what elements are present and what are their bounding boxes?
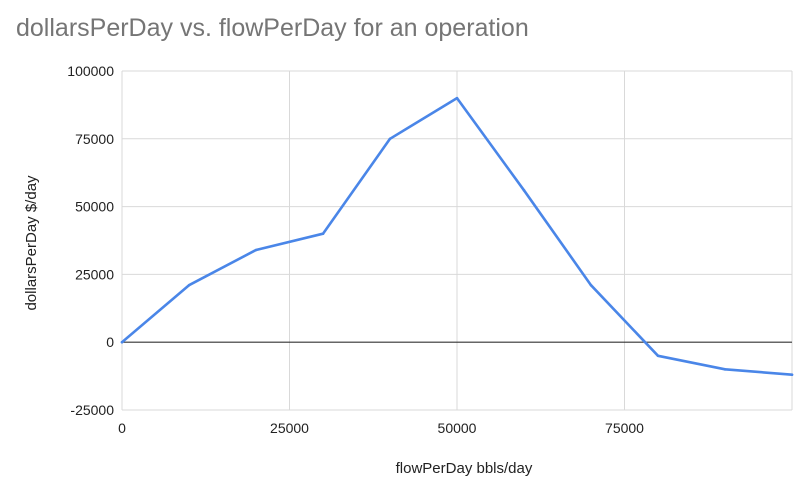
x-tick-label: 50000	[438, 420, 477, 436]
y-tick-labels: 100000 75000 50000 25000 0 -25000	[67, 63, 114, 418]
data-point	[187, 283, 191, 287]
y-tick-label: 50000	[75, 199, 114, 215]
x-tick-label: 75000	[605, 420, 644, 436]
y-tick-label: -25000	[70, 402, 114, 418]
y-tick-label: 25000	[75, 266, 114, 282]
y-tick-label: 75000	[75, 131, 114, 147]
series-lines	[120, 96, 794, 377]
x-tick-labels: 0 25000 50000 75000	[118, 420, 644, 436]
x-axis-title: flowPerDay bbls/day	[396, 460, 533, 477]
data-point	[790, 373, 794, 377]
data-point	[522, 189, 526, 192]
data-point	[388, 137, 392, 141]
gridlines	[121, 70, 793, 411]
data-point	[589, 283, 593, 287]
chart-title: dollarsPerDay vs. flowPerDay for an oper…	[16, 14, 529, 42]
data-point	[321, 232, 325, 236]
x-tick-label: 0	[118, 420, 126, 436]
x-tick-label: 25000	[270, 420, 309, 436]
data-point	[656, 354, 660, 358]
data-point	[723, 368, 727, 371]
data-point	[120, 340, 124, 344]
data-point	[455, 96, 459, 100]
y-tick-label: 0	[106, 334, 114, 350]
y-axis-title: dollarsPerDay $/day	[23, 175, 40, 311]
y-tick-label: 100000	[67, 63, 114, 79]
data-point	[254, 248, 258, 252]
